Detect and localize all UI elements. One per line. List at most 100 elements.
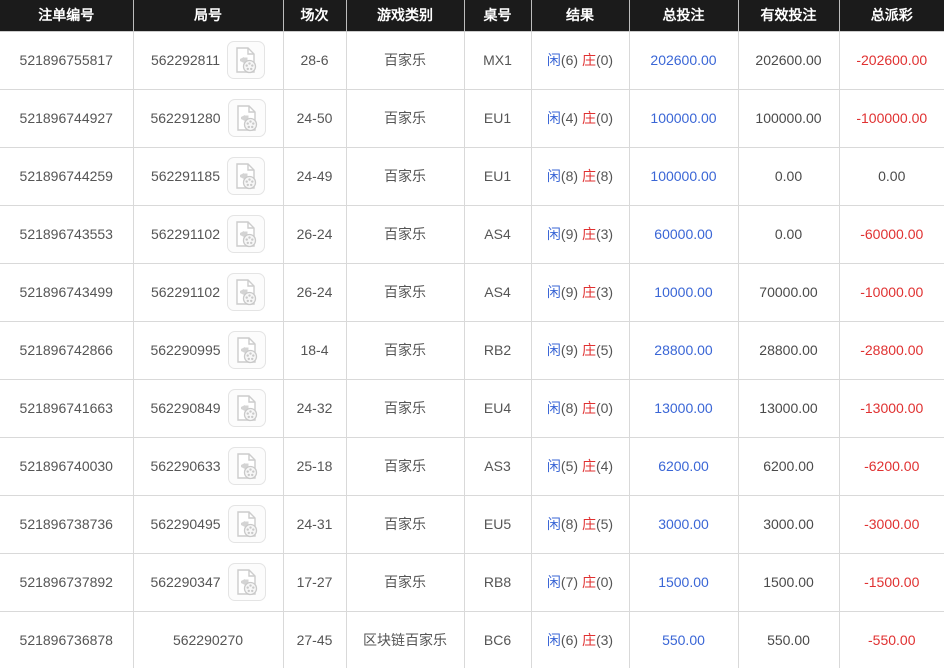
column-header-result: 结果 — [530, 0, 629, 32]
payout-cell: -6200.00 — [838, 436, 944, 496]
valid-bet-cell: 70000.00 — [737, 262, 840, 322]
player-points: (9) — [560, 284, 579, 300]
result-cell: 闲(4) 庄(0) — [530, 88, 630, 148]
session-cell: 18-4 — [282, 320, 347, 380]
valid-bet-cell: 0.00 — [737, 204, 840, 264]
header-row: 注单编号 局号 场次 游戏类别 桌号 结果 总投注 有效投注 总派彩 — [0, 0, 944, 32]
round-id-wrapper: 562291102 — [134, 215, 283, 253]
table-row: 521896738736 562290495 24-31 百家乐 EU5 闲(8) 庄(5… — [0, 494, 944, 554]
round-id-value: 562292811 — [150, 52, 221, 68]
video-replay-button[interactable] — [227, 389, 266, 427]
session-cell: 26-24 — [282, 262, 347, 322]
total-bet-cell[interactable]: 550.00 — [628, 610, 739, 668]
total-bet-cell[interactable]: 6200.00 — [628, 436, 739, 496]
table-row: 521896737892 562290347 17-27 百家乐 RB8 闲(7) 庄(0… — [0, 552, 944, 612]
table-no-cell: EU1 — [463, 88, 532, 148]
player-result-label: 闲 — [546, 342, 561, 358]
total-bet-cell[interactable]: 100000.00 — [628, 88, 739, 148]
order-id-cell: 521896740030 — [0, 436, 134, 496]
video-replay-button[interactable] — [227, 331, 266, 369]
total-bet-cell[interactable]: 10000.00 — [628, 262, 739, 322]
payout-cell: -550.00 — [838, 610, 944, 668]
game-type-cell: 百家乐 — [345, 88, 465, 148]
round-id-wrapper: 562291280 — [134, 99, 283, 137]
game-type-cell: 百家乐 — [345, 204, 465, 264]
banker-points: (0) — [595, 400, 614, 416]
total-bet-cell[interactable]: 13000.00 — [628, 378, 739, 438]
session-cell: 24-50 — [282, 88, 347, 148]
total-bet-cell[interactable]: 3000.00 — [628, 494, 739, 554]
player-points: (8) — [560, 168, 579, 184]
payout-cell: -1500.00 — [838, 552, 944, 612]
round-id-cell: 562291102 — [132, 262, 284, 322]
video-file-icon — [236, 395, 257, 422]
result-cell: 闲(6) 庄(0) — [530, 30, 630, 90]
session-cell: 27-45 — [282, 610, 347, 668]
session-cell: 24-32 — [282, 378, 347, 438]
order-id-cell: 521896736878 — [0, 610, 134, 668]
banker-points: (3) — [595, 632, 614, 648]
payout-cell: 0.00 — [838, 146, 944, 206]
valid-bet-cell: 3000.00 — [737, 494, 840, 554]
round-id-cell: 562290849 — [132, 378, 284, 438]
video-replay-button[interactable] — [227, 157, 266, 195]
video-replay-button[interactable] — [227, 273, 266, 311]
payout-cell: -28800.00 — [838, 320, 944, 380]
video-replay-button[interactable] — [227, 505, 266, 543]
player-points: (7) — [560, 574, 579, 590]
player-result-label: 闲 — [546, 632, 561, 648]
banker-points: (0) — [595, 574, 614, 590]
round-id-wrapper: 562290270 — [134, 632, 283, 648]
result-cell: 闲(9) 庄(3) — [530, 262, 630, 322]
session-cell: 25-18 — [282, 436, 347, 496]
total-bet-cell[interactable]: 202600.00 — [628, 30, 739, 90]
payout-cell: -3000.00 — [838, 494, 944, 554]
round-id-cell: 562290495 — [132, 494, 284, 554]
video-file-icon — [236, 221, 257, 248]
game-type-cell: 百家乐 — [345, 30, 465, 90]
column-header-order_id: 注单编号 — [0, 0, 133, 32]
session-cell: 28-6 — [282, 30, 347, 90]
banker-result-label: 庄 — [581, 458, 596, 474]
order-id-cell: 521896743499 — [0, 262, 134, 322]
valid-bet-cell: 28800.00 — [737, 320, 840, 380]
total-bet-cell[interactable]: 1500.00 — [628, 552, 739, 612]
table-row: 521896744927 562291280 24-50 百家乐 EU1 闲(4) 庄(0… — [0, 88, 944, 148]
player-result-label: 闲 — [546, 516, 561, 532]
video-replay-button[interactable] — [227, 215, 266, 253]
payout-cell: -10000.00 — [838, 262, 944, 322]
total-bet-cell[interactable]: 60000.00 — [628, 204, 739, 264]
round-id-cell: 562290995 — [132, 320, 284, 380]
total-bet-cell[interactable]: 100000.00 — [628, 146, 739, 206]
order-id-cell: 521896742866 — [0, 320, 134, 380]
round-id-value: 562290270 — [172, 632, 244, 648]
player-points: (8) — [560, 400, 579, 416]
valid-bet-cell: 1500.00 — [737, 552, 840, 612]
video-replay-button[interactable] — [227, 41, 266, 79]
video-replay-button[interactable] — [227, 99, 266, 137]
video-replay-button[interactable] — [227, 447, 266, 485]
player-result-label: 闲 — [546, 168, 561, 184]
round-id-wrapper: 562290347 — [134, 563, 283, 601]
player-result-label: 闲 — [546, 226, 561, 242]
player-result-label: 闲 — [546, 574, 561, 590]
round-id-cell: 562291280 — [132, 88, 284, 148]
game-type-cell: 百家乐 — [345, 436, 465, 496]
banker-result-label: 庄 — [581, 574, 596, 590]
session-cell: 26-24 — [282, 204, 347, 264]
table-header: 注单编号 局号 场次 游戏类别 桌号 结果 总投注 有效投注 总派彩 — [0, 0, 944, 32]
table-row: 521896744259 562291185 24-49 百家乐 EU1 闲(8) 庄(8… — [0, 146, 944, 206]
round-id-cell: 562291102 — [132, 204, 284, 264]
player-points: (5) — [560, 458, 579, 474]
order-id-cell: 521896744927 — [0, 88, 134, 148]
game-type-cell: 百家乐 — [345, 494, 465, 554]
total-bet-cell[interactable]: 28800.00 — [628, 320, 739, 380]
banker-result-label: 庄 — [581, 516, 596, 532]
table-no-cell: EU1 — [463, 146, 532, 206]
banker-points: (5) — [595, 342, 614, 358]
player-points: (9) — [560, 226, 579, 242]
order-id-cell: 521896741663 — [0, 378, 134, 438]
banker-points: (4) — [595, 458, 614, 474]
video-replay-button[interactable] — [227, 563, 266, 601]
order-id-cell: 521896744259 — [0, 146, 134, 206]
